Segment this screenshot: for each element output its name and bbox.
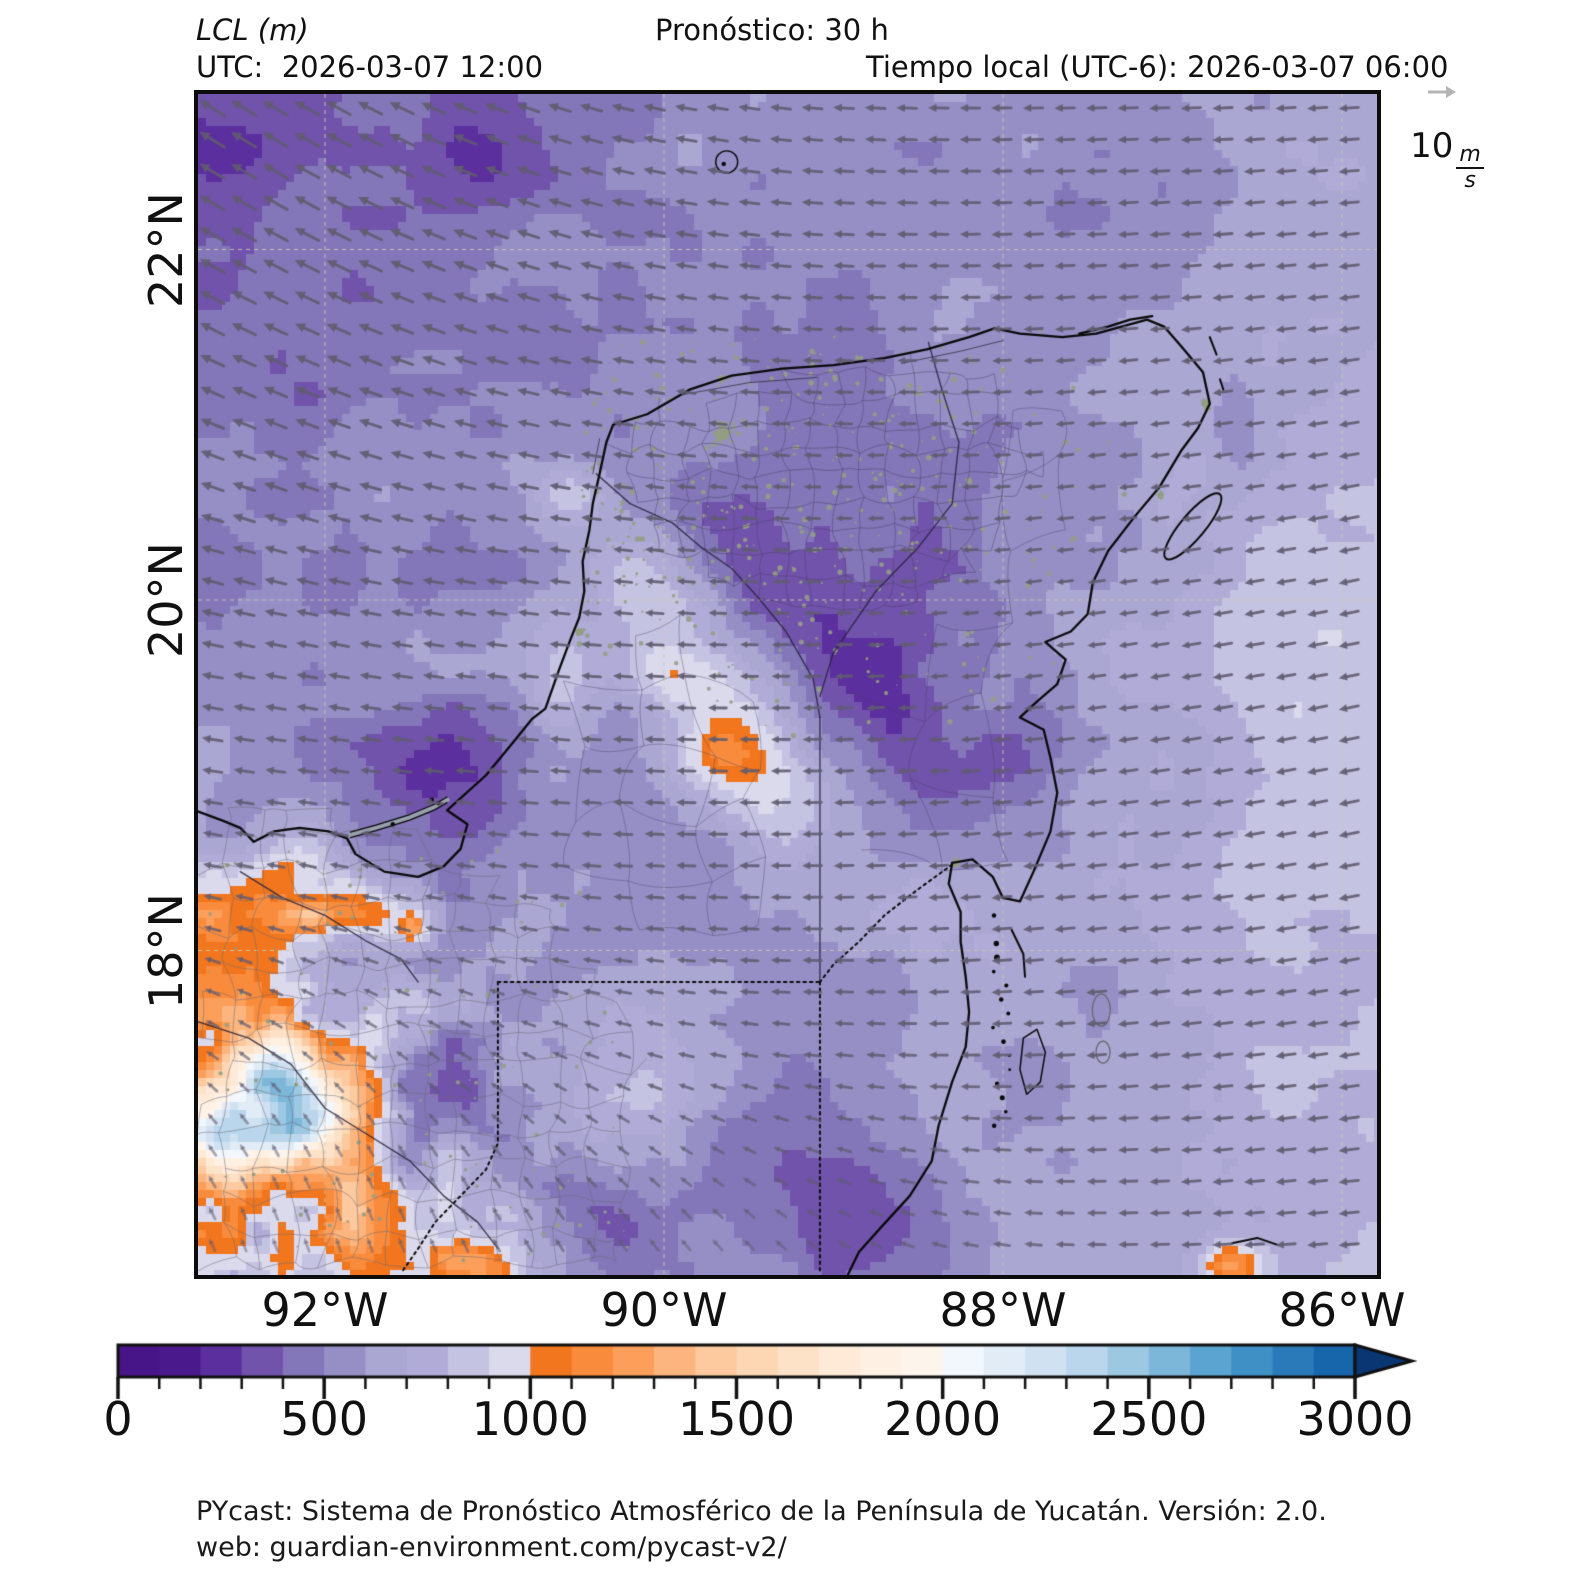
colorbar-tick-label: 1500 <box>677 1392 796 1446</box>
footer-line-2: web: guardian-environment.com/pycast-v2/ <box>196 1532 787 1563</box>
x-axis-tick-label: 90°W <box>600 1283 728 1337</box>
colorbar <box>0 1338 1574 1408</box>
wind-key-value: 10 <box>1410 126 1454 166</box>
colorbar-tick-label: 0 <box>103 1392 133 1446</box>
colorbar-tick-label: 500 <box>280 1392 369 1446</box>
forecast-label: Pronóstico: 30 h <box>655 13 889 47</box>
y-axis-tick-label: 20°N <box>139 542 193 658</box>
map-canvas <box>198 94 1377 1275</box>
y-axis-tick-label: 22°N <box>139 191 193 308</box>
footer-line-1: PYcast: Sistema de Pronóstico Atmosféric… <box>196 1496 1327 1527</box>
colorbar-tick-label: 3000 <box>1296 1392 1414 1446</box>
variable-label: LCL (m) <box>196 13 309 47</box>
colorbar-tick-label: 1000 <box>471 1392 589 1446</box>
colorbar-tick-label: 2500 <box>1090 1392 1208 1446</box>
wind-key-label: 10 m s <box>1402 126 1492 192</box>
colorbar-tick-label: 2000 <box>884 1392 1002 1446</box>
local-time-label: Tiempo local (UTC-6): 2026-03-07 06:00 <box>866 50 1449 84</box>
x-axis-tick-label: 86°W <box>1278 1283 1406 1337</box>
y-axis-tick-label: 18°N <box>139 892 193 1009</box>
wind-key-arrow-icon <box>1428 86 1456 98</box>
x-axis-tick-label: 92°W <box>261 1283 389 1337</box>
utc-time-label: UTC: 2026-03-07 12:00 <box>196 50 544 84</box>
x-axis-tick-label: 88°W <box>939 1283 1067 1337</box>
map-frame <box>194 90 1381 1279</box>
